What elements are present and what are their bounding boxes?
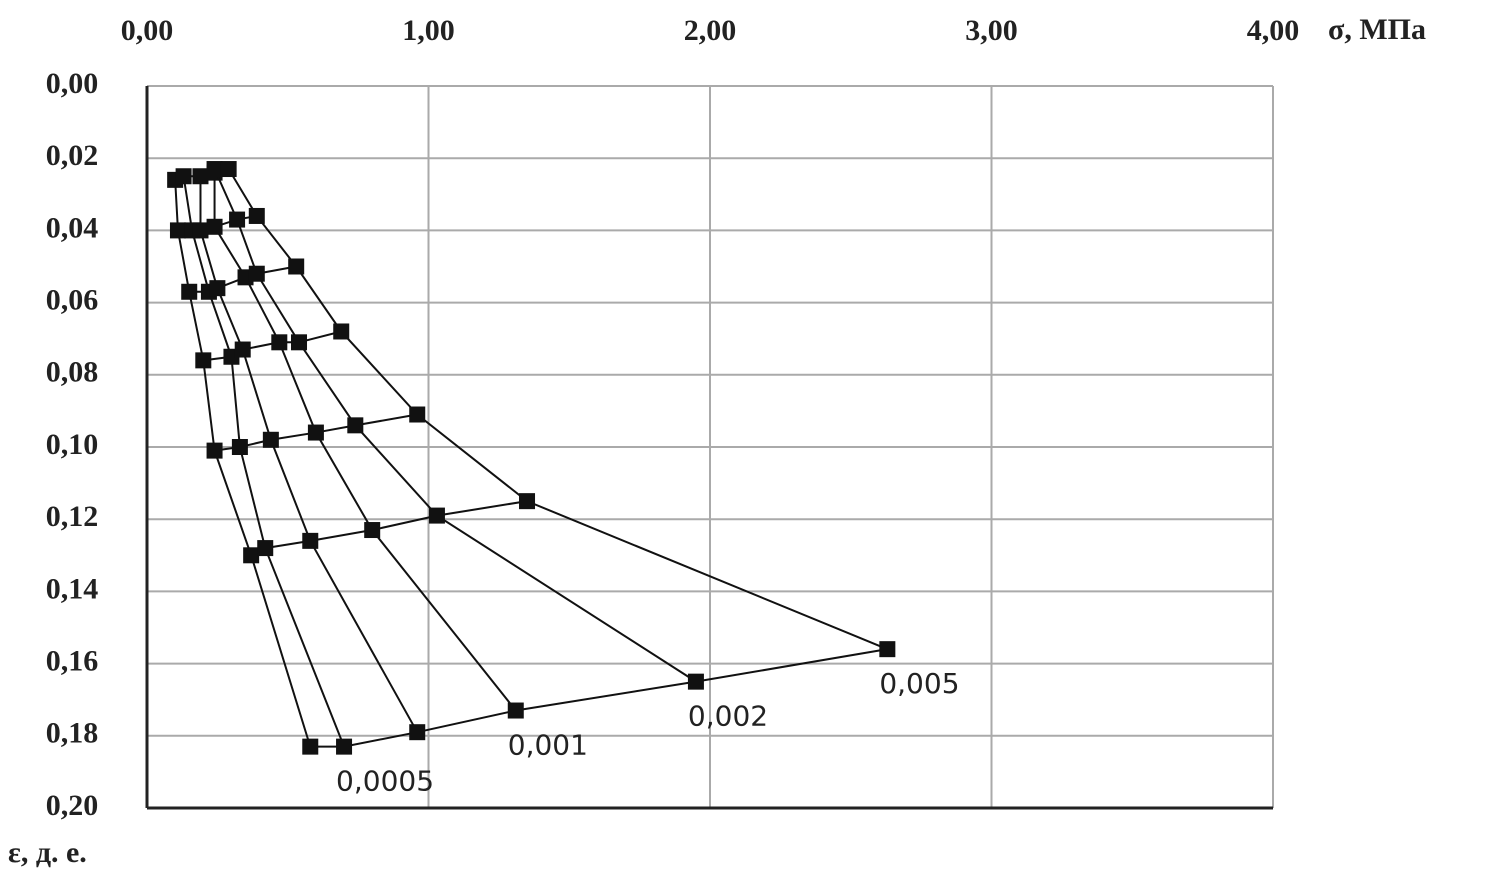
point xyxy=(333,323,350,340)
point xyxy=(175,168,192,185)
y-tick-label: 0,00 xyxy=(46,67,99,100)
series-label: 0,005 xyxy=(879,667,959,700)
point xyxy=(288,258,305,275)
y-tick-label: 0,16 xyxy=(46,644,99,677)
point xyxy=(409,724,426,741)
x-tick-label: 1,00 xyxy=(402,14,455,47)
point xyxy=(248,207,265,224)
point xyxy=(302,738,319,755)
point xyxy=(271,334,288,351)
x-tick-label: 4,00 xyxy=(1247,14,1300,47)
point xyxy=(243,547,260,564)
point xyxy=(231,439,248,455)
y-tick-label: 0,14 xyxy=(46,572,99,605)
point xyxy=(336,738,353,755)
point xyxy=(879,641,896,658)
series-line xyxy=(227,168,888,651)
point xyxy=(220,161,237,178)
point xyxy=(428,507,445,524)
y-tick-label: 0,04 xyxy=(46,211,99,244)
point xyxy=(206,442,223,459)
point xyxy=(181,283,198,300)
series-line xyxy=(182,176,345,747)
point xyxy=(195,352,212,369)
y-tick-label: 0,08 xyxy=(46,356,99,389)
y-tick-label: 0,02 xyxy=(46,139,99,172)
point xyxy=(687,673,704,690)
y-tick-label: 0,20 xyxy=(46,789,99,822)
point xyxy=(519,493,536,510)
x-tick-label: 3,00 xyxy=(965,14,1018,47)
y-tick-label: 0,18 xyxy=(46,717,99,750)
series-label: 0,002 xyxy=(688,700,768,733)
point xyxy=(234,341,251,358)
y-tick-label: 0,06 xyxy=(46,283,99,316)
point xyxy=(262,431,279,448)
x-tick-label: 2,00 xyxy=(684,14,737,47)
point xyxy=(291,334,308,351)
point xyxy=(169,222,186,239)
point xyxy=(302,532,319,549)
point xyxy=(307,424,324,441)
point xyxy=(192,222,209,239)
point xyxy=(364,522,381,539)
series-label: 0,0005 xyxy=(336,765,434,798)
y-axis-label: ε, д. е. xyxy=(8,836,87,869)
x-tick-label: 0,00 xyxy=(121,14,174,47)
point xyxy=(229,211,246,228)
point xyxy=(248,265,265,282)
point xyxy=(409,406,426,423)
point xyxy=(257,540,274,557)
point xyxy=(206,218,223,235)
y-tick-label: 0,12 xyxy=(46,500,99,533)
series-label: 0,001 xyxy=(508,729,588,762)
x-axis-label: σ, МПа xyxy=(1328,13,1426,46)
point xyxy=(209,280,226,297)
point xyxy=(347,417,364,434)
y-tick-label: 0,10 xyxy=(46,428,99,461)
point xyxy=(507,702,524,719)
point xyxy=(192,168,209,185)
point xyxy=(206,161,223,178)
